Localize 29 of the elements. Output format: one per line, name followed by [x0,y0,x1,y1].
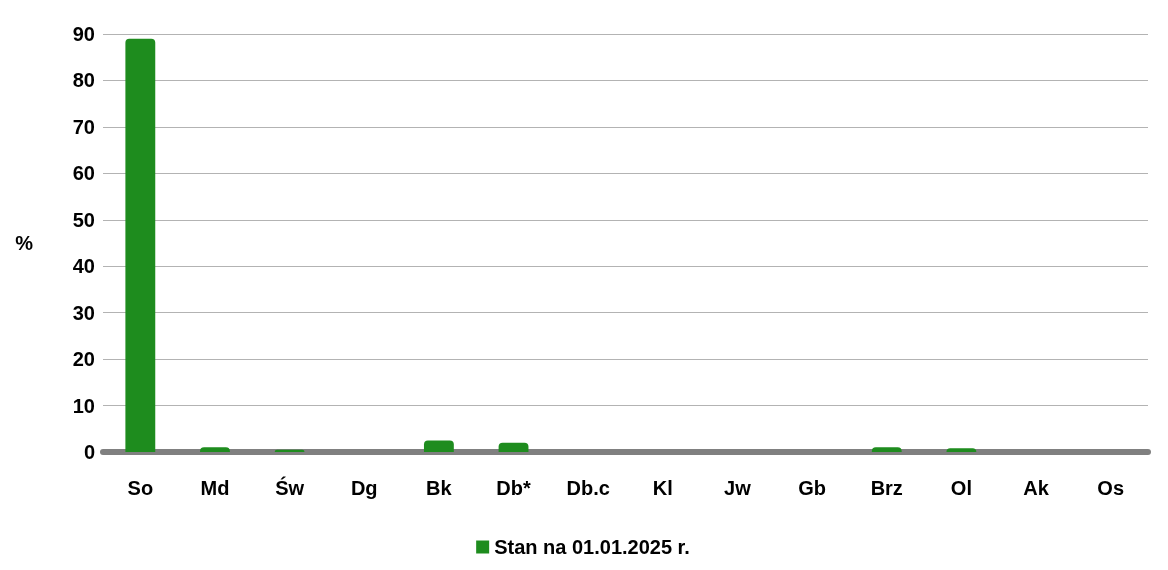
y-axis-title: % [15,232,34,254]
bar [125,38,156,452]
x-tick-label: Md [200,477,230,499]
y-tick-label: 80 [72,69,95,92]
x-tick-label: Bk [426,477,453,499]
x-tick-label: Brz [870,477,903,499]
x-tick-label: Db* [496,477,531,499]
y-tick-label: 10 [72,394,95,417]
y-tick-label: 0 [83,441,95,463]
x-tick-label: Dg [350,477,378,499]
y-tick-label: 30 [72,301,95,324]
x-tick-label: Św [275,476,305,499]
x-tick-label: Ak [1023,477,1050,499]
x-tick-label: Gb [798,477,826,499]
y-tick-label: 60 [72,162,95,185]
x-tick-label: So [127,477,154,499]
x-tick-label: Jw [724,477,752,499]
legend-label: Stan na 01.01.2025 r. [494,536,690,558]
y-tick-label: 40 [72,255,95,278]
x-tick-label: Kl [652,477,673,499]
bar [498,442,529,452]
y-tick-label: 20 [72,348,95,371]
y-tick-label: 70 [72,115,95,138]
x-tick-label: Ol [950,477,972,499]
x-tick-label: Db.c [566,477,610,499]
y-tick-label: 90 [72,23,95,45]
bar [423,440,454,452]
x-tick-label: Os [1097,477,1125,499]
y-tick-label: 50 [72,208,95,231]
